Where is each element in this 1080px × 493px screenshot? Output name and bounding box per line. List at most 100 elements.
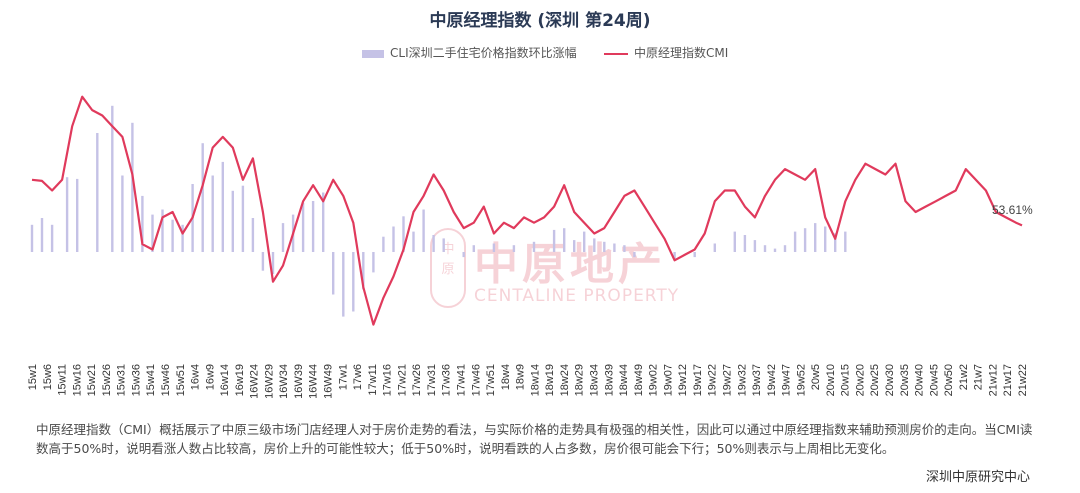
- x-tick-label: 15w6: [42, 364, 54, 390]
- cli-bar: [342, 252, 345, 317]
- x-tick-label: 16W49: [323, 364, 335, 399]
- watermark-seal: 中原: [430, 228, 466, 308]
- cli-bar: [412, 231, 415, 252]
- x-tick-label: 17w16: [382, 364, 394, 396]
- x-tick-label: 20w25: [869, 364, 881, 396]
- x-tick-label: 18w44: [618, 364, 630, 396]
- cli-bar: [733, 231, 736, 252]
- legend-bar-swatch: [362, 49, 384, 58]
- x-tick-label: 18w34: [589, 364, 601, 396]
- cli-bar: [753, 240, 757, 252]
- x-tick-label: 16W34: [278, 364, 290, 399]
- cli-bar: [211, 175, 214, 252]
- cli-bar: [633, 252, 636, 258]
- x-tick-label: 16w14: [219, 364, 231, 396]
- cli-bar: [814, 223, 817, 252]
- cli-bar: [552, 229, 556, 252]
- cli-bar: [352, 252, 355, 312]
- x-tick-label: 21w2: [958, 364, 970, 390]
- cli-bar: [382, 236, 385, 252]
- x-tick-label: 20w20: [855, 364, 867, 396]
- cli-bar: [693, 252, 696, 258]
- cli-bar: [281, 223, 285, 252]
- cli-bar: [76, 178, 79, 252]
- legend-item-bar[interactable]: CLI深圳二手住宅价格指数环比涨幅: [362, 44, 577, 61]
- cli-bar: [773, 248, 777, 252]
- cli-bar: [573, 240, 576, 252]
- cli-bar: [30, 224, 34, 252]
- cli-bar: [442, 238, 445, 252]
- x-tick-label: 21w7: [973, 364, 985, 390]
- cli-bar: [161, 209, 164, 252]
- x-tick-label: 16W24: [249, 364, 261, 399]
- cli-bar: [311, 201, 315, 252]
- x-tick-label: 20w5: [810, 364, 822, 390]
- x-tick-label: 15w26: [101, 364, 113, 396]
- x-tick-label: 16w19: [234, 364, 246, 396]
- cli-bar: [141, 195, 144, 252]
- x-tick-label: 17w41: [456, 364, 468, 396]
- plot-area: 53.61%15w1 15w6 15w11 15w16 15w21 15w26 15w31 1…: [27, 95, 1033, 399]
- legend-label-line: 中原经理指数CMI: [634, 46, 729, 60]
- legend: CLI深圳二手住宅价格指数环比涨幅 中原经理指数CMI: [0, 44, 1080, 60]
- cli-bar: [151, 214, 154, 252]
- x-tick-label: 15w31: [116, 364, 128, 396]
- x-tick-label: 20w30: [884, 364, 896, 396]
- watermark: 中原 中原地产 CENTALINE PROPERTY: [430, 228, 680, 318]
- x-tick-label: 20w45: [928, 364, 940, 396]
- cli-bar: [472, 245, 475, 252]
- cli-bar: [372, 252, 375, 273]
- source-label: 深圳中原研究中心: [925, 470, 1030, 485]
- x-tick-label: 19w32: [736, 364, 748, 396]
- cli-bar: [563, 228, 566, 252]
- x-tick-label: 19w17: [692, 364, 704, 396]
- cli-bar: [492, 243, 496, 252]
- cli-bar: [623, 245, 626, 252]
- cmi-last-value-label: 53.61%: [992, 203, 1033, 217]
- x-tick-label: 19w37: [751, 364, 763, 396]
- x-tick-label: 15w51: [175, 364, 187, 396]
- cli-bar: [834, 233, 837, 252]
- x-tick-label: 16w9: [204, 364, 216, 390]
- cli-bar: [462, 252, 465, 258]
- cli-bar: [261, 252, 265, 271]
- x-tick-label: 17w1: [337, 364, 349, 390]
- x-tick-label: 18w39: [603, 364, 615, 396]
- x-tick-label: 21w12: [987, 364, 999, 396]
- legend-label-bar: CLI深圳二手住宅价格指数环比涨幅: [390, 46, 577, 60]
- x-tick-label: 19w52: [795, 364, 807, 396]
- cli-bar: [241, 185, 245, 252]
- cli-bar: [96, 133, 99, 252]
- legend-line-swatch: [604, 52, 628, 55]
- x-tick-label: 16W29: [263, 364, 275, 399]
- x-tick-label: 15w21: [86, 364, 98, 396]
- legend-item-line[interactable]: 中原经理指数CMI: [604, 44, 728, 61]
- x-tick-label: 15w11: [57, 364, 69, 396]
- x-tick-label: 16w4: [190, 364, 202, 390]
- x-tick-label: 17w11: [367, 364, 379, 396]
- watermark-english: CENTALINE PROPERTY: [474, 286, 680, 306]
- x-tick-label: 17w31: [426, 364, 438, 396]
- cli-bar: [432, 235, 435, 252]
- cli-bar: [844, 231, 847, 252]
- x-tick-label: 15w46: [160, 364, 172, 396]
- cli-bar: [181, 224, 184, 252]
- cli-bar: [793, 231, 797, 252]
- x-tick-label: 18w49: [633, 364, 645, 396]
- cli-bar: [251, 218, 255, 252]
- cli-bar: [201, 143, 204, 252]
- cli-bar: [271, 252, 275, 275]
- cli-bar: [131, 122, 134, 252]
- cli-bar: [392, 226, 395, 252]
- x-tick-label: 18w19: [544, 364, 556, 396]
- x-tick-label: 17w6: [352, 364, 364, 390]
- cmi-line: [31, 95, 1023, 326]
- x-tick-label: 15w36: [130, 364, 142, 396]
- x-tick-label: 19w42: [766, 364, 778, 396]
- x-tick-label: 19w02: [648, 364, 660, 396]
- x-tick-label: 16W44: [308, 364, 320, 399]
- x-tick-label: 18w4: [500, 364, 512, 390]
- cli-bar: [402, 216, 405, 252]
- x-tick-label: 17w51: [485, 364, 497, 396]
- cli-bar: [713, 243, 716, 252]
